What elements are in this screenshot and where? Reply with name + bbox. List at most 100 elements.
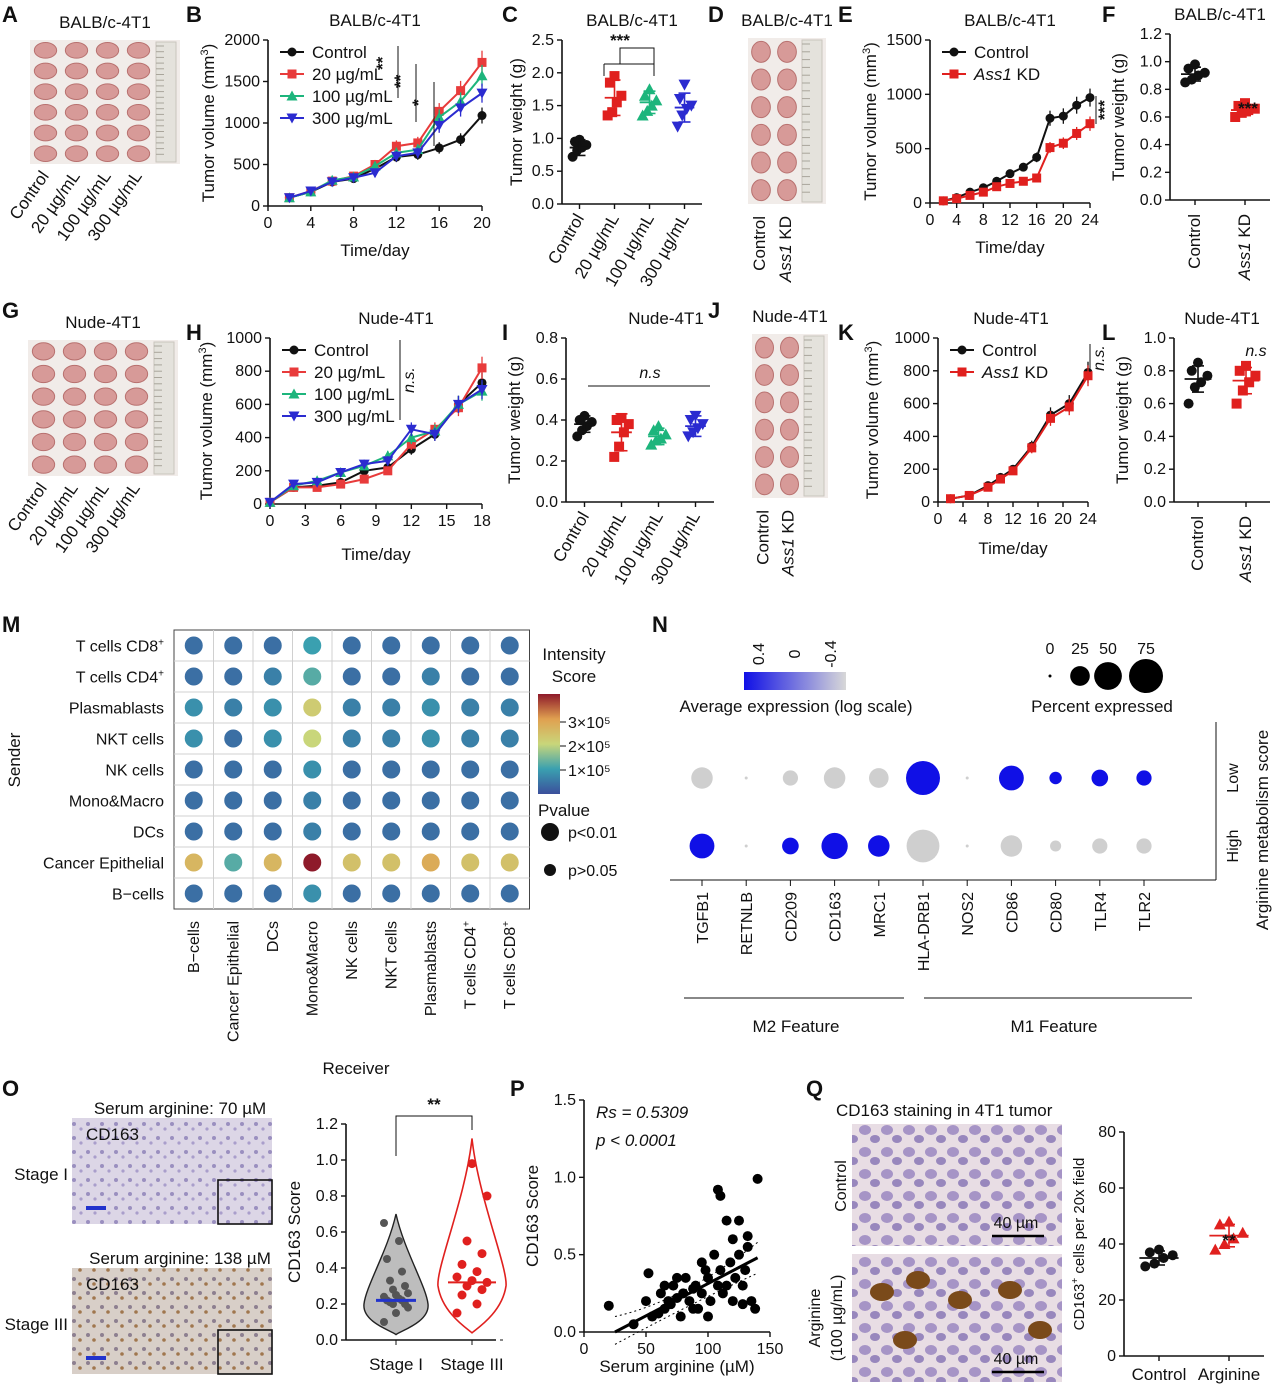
- data-point: [1032, 152, 1042, 162]
- image-row-label-2: (100 µg/mL): [829, 1275, 846, 1362]
- panel-letter-K: K: [838, 320, 854, 345]
- x-tick-label: 8: [979, 212, 988, 229]
- x-tick-label: 20: [473, 215, 491, 232]
- data-point: [742, 1231, 753, 1242]
- y-axis-label: Tumor volume (mm3): [197, 342, 216, 501]
- group-0: [572, 410, 597, 442]
- x-axis-label: Time/day: [340, 241, 410, 260]
- size-legend-marker: [1048, 674, 1052, 678]
- tumor-image: [31, 342, 56, 361]
- data-point: [740, 1265, 751, 1276]
- group-0: [1139, 1244, 1179, 1272]
- data-point: [462, 1236, 472, 1246]
- panel-letter-F: F: [1102, 2, 1115, 27]
- tumor-image: [126, 145, 151, 163]
- heatmap-cell: [184, 791, 203, 810]
- y-tick-label: 0.4: [1140, 137, 1162, 154]
- photo-panel-D: BALB/c-4T1 Control Ass1 KD: [741, 11, 833, 283]
- data-point: [703, 1311, 713, 1322]
- size-legend-value: 0: [1046, 641, 1055, 658]
- tumor-image: [780, 391, 799, 414]
- heatmap-cell: [263, 698, 282, 717]
- data-point: [609, 451, 620, 462]
- panel-letter-Q: Q: [806, 1076, 823, 1101]
- data-point: [1045, 113, 1055, 123]
- y-tick-label: 1.0: [1144, 330, 1166, 347]
- ci-lower: [614, 1272, 758, 1345]
- heatmap-cell: [500, 667, 519, 686]
- heatmap-cell: [421, 760, 440, 779]
- y-tick-label: 2.0: [532, 65, 554, 82]
- tumor-image: [64, 41, 89, 59]
- legend-marker: [286, 90, 298, 101]
- group-3: [671, 79, 698, 133]
- tumor-image: [31, 387, 56, 406]
- x-tick-label: 12: [1004, 511, 1022, 528]
- heatmap-cell: [342, 698, 361, 717]
- size-legend-marker: [1129, 659, 1163, 693]
- heatmap-cell: [342, 853, 361, 872]
- tumor-image: [33, 124, 58, 142]
- data-point: [1058, 138, 1068, 148]
- y-tick-label: 0.0: [536, 494, 558, 511]
- tumor-image: [780, 364, 799, 386]
- y-tick-label: 0.6: [1144, 396, 1166, 413]
- panel-letter-O: O: [2, 1076, 19, 1101]
- data-point: [978, 187, 988, 197]
- tumor-image: [93, 410, 118, 429]
- heatmap-cell: [184, 822, 203, 841]
- heatmap-col-label: Cancer Epithelial: [225, 921, 242, 1042]
- series-1: [946, 365, 1093, 504]
- tumor-image: [64, 145, 89, 163]
- chart-B: 0 500 1000 1500 2000 0 4 8 12 16 20 Time/day Tumor v…: [199, 11, 491, 260]
- x-tick-label: 20: [1054, 212, 1072, 229]
- colorbar-tick-label: 2×10⁵: [568, 739, 611, 756]
- group-3: [682, 410, 709, 443]
- heatmap-cell: [461, 636, 480, 655]
- series-line: [289, 92, 483, 199]
- data-point: [609, 71, 620, 82]
- y-tick-label: 0.8: [1144, 363, 1166, 380]
- y-tick-label: 0.2: [1140, 164, 1162, 181]
- gene-label: CD80: [1049, 892, 1066, 933]
- ihc-inset-image: [217, 1179, 273, 1225]
- data-point: [1064, 402, 1074, 412]
- heatmap-cell: [224, 729, 243, 748]
- significance-label: **: [1222, 1231, 1236, 1250]
- y-tick-label: 0.0: [316, 1332, 338, 1349]
- panel-letter-D: D: [708, 2, 724, 27]
- gene-dot: [1136, 770, 1152, 786]
- tumor-image: [33, 62, 58, 80]
- tumor-image: [62, 455, 87, 474]
- y-tick-label: 1.0: [1140, 54, 1162, 71]
- gene-label: CD86: [1004, 892, 1021, 933]
- scale-bar: [86, 1356, 106, 1360]
- data-point: [1140, 1261, 1151, 1272]
- tumor-image: [780, 473, 799, 496]
- data-point: [476, 70, 488, 81]
- heatmap-row-label: B−cells: [112, 887, 164, 904]
- data-point: [482, 1191, 492, 1201]
- x-tick-label: Arginine: [1198, 1365, 1260, 1384]
- heatmap-cell: [224, 760, 243, 779]
- tumor-image: [751, 96, 771, 119]
- x-tick-label: 20: [1054, 511, 1072, 528]
- gene-label: CD209: [783, 892, 800, 942]
- x-tick-label: 4: [306, 215, 315, 232]
- x-tick-label: 0: [580, 1341, 589, 1358]
- data-point: [391, 141, 401, 151]
- y-tick-label: 0.0: [1144, 494, 1166, 511]
- data-point: [616, 90, 627, 101]
- tumor-image: [93, 432, 118, 452]
- stained-cell: [870, 1283, 894, 1301]
- tumor-image: [31, 364, 56, 384]
- heatmap-cell: [382, 884, 401, 903]
- data-point: [1233, 100, 1244, 111]
- tumor-image: [126, 41, 151, 59]
- chart-F: 0.0 0.2 0.4 0.6 0.8 1.0 1.2 Tumor weight (g) BAL…: [1109, 5, 1270, 281]
- y-tick-label: 20: [1098, 1292, 1116, 1309]
- y-tick-label: 400: [903, 428, 930, 445]
- group-2: [636, 83, 663, 121]
- chart-title: BALB/c-4T1: [964, 11, 1056, 30]
